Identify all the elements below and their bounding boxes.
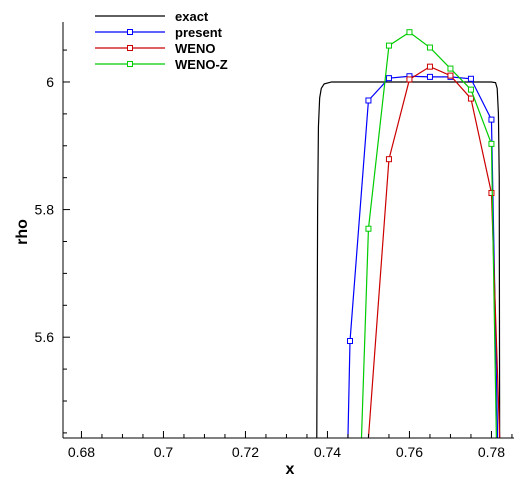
data-point-weno-z — [426, 44, 433, 51]
data-point-weno-z — [385, 42, 392, 49]
y-tick-label: 5.6 — [35, 329, 55, 345]
x-tick-label: 0.7 — [154, 444, 174, 460]
data-point-weno-z — [488, 140, 495, 147]
x-ticks: 0.68 0.7 0.72 0.74 0.76 0.78 — [68, 431, 513, 460]
y-tick-label: 6 — [46, 74, 54, 90]
x-axis-label: x — [286, 461, 295, 478]
data-point-present — [488, 116, 495, 123]
legend-marker-present — [127, 29, 133, 35]
legend-label-weno-z: WENO-Z — [175, 57, 228, 72]
data-point-weno-z — [467, 86, 474, 93]
x-tick-label: 0.76 — [396, 444, 423, 460]
data-point-present — [385, 75, 392, 82]
axes — [62, 22, 514, 439]
legend-label-present: present — [175, 25, 223, 40]
data-point-weno-z — [447, 65, 454, 72]
data-point-present — [426, 73, 433, 80]
data-point-weno — [488, 189, 495, 196]
y-ticks: 5.6 5.8 6 — [35, 49, 70, 434]
data-point-weno — [385, 156, 392, 163]
data-point-present — [347, 338, 353, 345]
data-point-present — [467, 75, 474, 82]
series-line-weno-z — [360, 31, 497, 438]
x-tick-label: 0.72 — [232, 444, 259, 460]
data-point-weno — [447, 72, 454, 79]
series-layer — [316, 29, 501, 438]
data-point-weno — [467, 95, 474, 102]
series-line-weno — [367, 65, 501, 438]
series-line-exact — [316, 81, 501, 438]
y-tick-label: 5.8 — [35, 202, 55, 218]
data-point-weno-z — [406, 29, 413, 36]
legend-label-exact: exact — [175, 9, 209, 24]
y-axis-label: rho — [14, 219, 31, 245]
legend-marker-weno — [127, 45, 133, 51]
series-line-present — [347, 75, 499, 438]
data-point-weno — [406, 76, 413, 83]
data-point-present — [365, 97, 372, 104]
x-tick-label: 0.68 — [68, 444, 95, 460]
data-point-weno-z — [365, 225, 372, 232]
legend-label-weno: WENO — [175, 41, 215, 56]
legend-marker-weno-z — [127, 61, 133, 67]
data-point-weno — [426, 63, 433, 70]
x-tick-label: 0.74 — [314, 444, 341, 460]
x-tick-label: 0.78 — [478, 444, 505, 460]
